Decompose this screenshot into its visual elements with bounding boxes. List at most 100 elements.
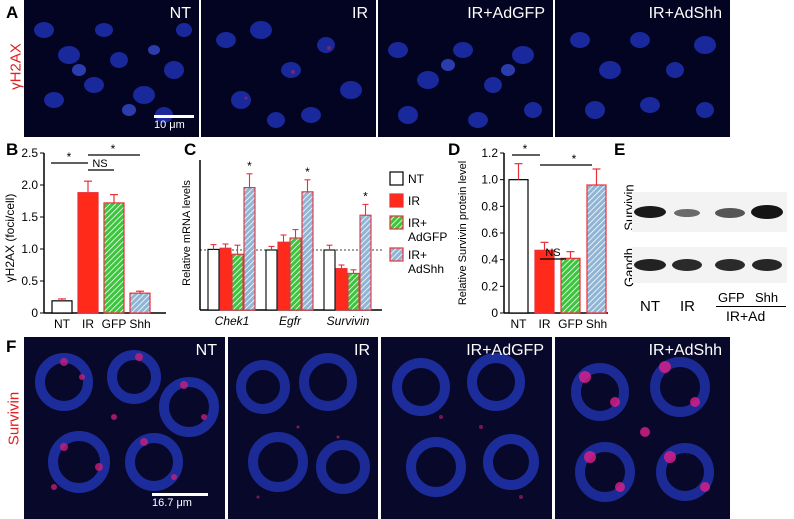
y-tick-label: 2.0 (21, 178, 38, 192)
bar (534, 249, 555, 314)
chart-b: γH2AX (foci/cell) 0 0.5 1.0 1.5 2.0 2.5 NT IR GF… (3, 142, 166, 331)
row-label-survivin: Survivin (5, 391, 23, 446)
chart-b-significance: * NS * (51, 142, 140, 171)
lane-label-shh: Shh (755, 290, 779, 305)
band (634, 206, 666, 218)
sig-mark: * (363, 189, 368, 203)
band (715, 259, 745, 271)
bar (335, 268, 348, 311)
legend-label: IR (408, 194, 420, 208)
row-label-gh2ax: γH2AX (7, 43, 25, 90)
chart-d-axes: 0 0.2 0.4 0.6 0.8 1.0 1.2 NT IR GFP Shh (481, 146, 608, 331)
legend-swatch (389, 171, 404, 186)
x-tick-label: NT (54, 317, 71, 331)
bar (243, 187, 256, 311)
x-tick-label: NT (511, 317, 528, 331)
chart-b-ylabel: γH2AX (foci/cell) (3, 194, 17, 283)
tile-label: IR (352, 5, 368, 22)
y-tick-label: 0.4 (481, 253, 498, 267)
chart-d-significance: * NS * (512, 142, 592, 260)
y-tick-label: 1.0 (21, 242, 38, 256)
x-tick-label: IR (539, 317, 551, 331)
y-tick-label: 0 (31, 306, 38, 320)
x-tick-label: GFP (558, 317, 583, 331)
sig-mark: * (247, 159, 252, 173)
scale-bar-line (152, 493, 208, 496)
legend-swatch (389, 215, 404, 230)
tile-label: NT (195, 342, 217, 359)
tile-label: IR+AdGFP (467, 5, 545, 22)
x-tick-label: IR (82, 317, 94, 331)
bar (359, 214, 372, 311)
micrograph-a-nt: NT 10 μm (24, 0, 199, 137)
lane-label-gfp: GFP (718, 290, 745, 305)
x-tick-label: GFP (102, 317, 127, 331)
bar (103, 202, 125, 314)
lane-group-line (716, 306, 786, 307)
band (674, 209, 700, 217)
chart-d-bars (508, 163, 607, 314)
band (751, 205, 783, 219)
panel-letter-f: F (6, 337, 17, 356)
band (634, 259, 666, 271)
micrograph-f-ir-image (228, 337, 378, 519)
bar (347, 272, 360, 311)
micrograph-f-ir-adshh-image (555, 337, 730, 519)
tile-label: NT (169, 5, 191, 22)
legend-swatch (389, 193, 404, 208)
bar (508, 179, 529, 314)
bar (231, 253, 244, 311)
panel-letter-b: B (6, 140, 19, 159)
x-tick-label: Shh (129, 317, 150, 331)
micrograph-f-ir: IR (228, 337, 378, 519)
scale-bar-line (154, 115, 194, 118)
y-tick-label: 1.0 (481, 173, 498, 187)
y-tick-label: 0.2 (481, 279, 498, 293)
y-tick-label: 1.5 (21, 210, 38, 224)
legend-label: AdGFP (408, 230, 447, 244)
micrograph-a-ir-adshh: IR+AdShh (555, 0, 730, 137)
tile-label: IR+AdShh (648, 5, 722, 22)
blot-gapdh (632, 247, 787, 283)
bar (207, 248, 220, 311)
x-tick-label: Shh (586, 317, 607, 331)
sig-mark: NS (545, 247, 560, 259)
micrograph-a-ir-adgfp-image (378, 0, 553, 137)
band (672, 259, 702, 271)
legend-swatch (389, 247, 404, 262)
bar (265, 249, 278, 311)
panel-letter-d: D (448, 140, 461, 159)
y-tick-label: 0 (491, 306, 498, 320)
bar (277, 241, 290, 311)
legend-label: IR+ (408, 216, 427, 230)
micrograph-a-ir-image (201, 0, 376, 137)
micrograph-f-ir-adshh: IR+AdShh (555, 337, 730, 519)
bar (77, 192, 99, 314)
bar (219, 247, 232, 311)
sig-mark: * (305, 165, 310, 179)
panel-letter-a: A (6, 3, 19, 22)
y-tick-label: 1.2 (481, 146, 498, 160)
x-tick-label: Survivin (327, 314, 370, 328)
chart-c-bars: * * * (207, 159, 372, 311)
legend-label: AdShh (408, 262, 444, 276)
micrograph-a-ir: IR (201, 0, 376, 137)
tile-label: IR+AdShh (648, 342, 722, 359)
micrograph-a-ir-adshh-image (555, 0, 730, 137)
x-tick-label: Chek1 (215, 314, 250, 328)
chart-c: Relative mRNA levels Chek1 Egfr Survivin *… (181, 159, 447, 328)
panel-letter-e: E (614, 140, 626, 159)
x-tick-label: Egfr (279, 314, 302, 328)
panel-letter-c: C (184, 140, 197, 159)
band (752, 259, 782, 271)
lane-label-nt: NT (640, 298, 660, 315)
micrograph-f-nt-image (24, 337, 225, 519)
legend-label: IR+ (408, 248, 427, 262)
blot-survivin (632, 192, 787, 232)
chart-d: Relative Survivin protein level 00.20.40… (457, 142, 608, 331)
bar (51, 300, 73, 314)
y-tick-label: 0.6 (481, 226, 498, 240)
micrograph-a-nt-image (24, 0, 199, 137)
lane-label-ir: IR (680, 298, 695, 315)
